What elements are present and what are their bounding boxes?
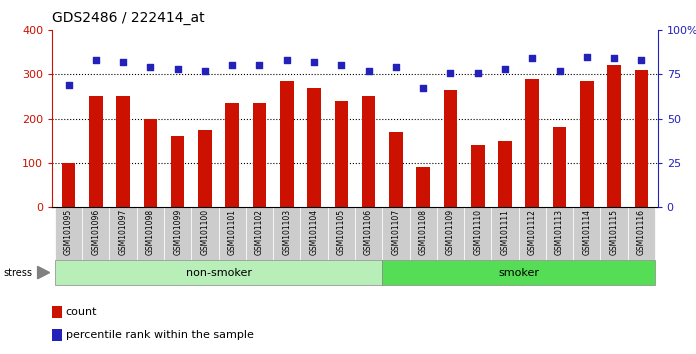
Point (90, 57, 102, 63)
Text: non-smoker: non-smoker (186, 268, 251, 278)
Bar (409, 207, 437, 260)
Text: GSM101106: GSM101106 (364, 209, 373, 255)
Text: GSM101111: GSM101111 (500, 209, 509, 255)
Bar (280, 81, 294, 207)
Bar (62, 163, 75, 207)
Point (145, 64, 156, 70)
Point (227, 63, 238, 68)
Text: GSM101101: GSM101101 (228, 209, 237, 255)
Bar (601, 207, 628, 260)
Bar (143, 119, 157, 207)
Bar (464, 207, 491, 260)
Text: GSM101110: GSM101110 (473, 209, 482, 255)
Bar (116, 96, 130, 207)
Point (172, 66, 183, 72)
Bar (328, 207, 355, 260)
Bar (355, 207, 382, 260)
Bar (307, 88, 321, 207)
Point (390, 64, 402, 70)
Text: GSM101116: GSM101116 (637, 209, 646, 255)
Bar (52, 306, 62, 318)
Point (554, 68, 565, 74)
Point (335, 63, 347, 68)
Point (254, 63, 265, 68)
Text: GSM101112: GSM101112 (528, 209, 537, 255)
Text: GSM101108: GSM101108 (419, 209, 427, 255)
Bar (553, 127, 567, 207)
Point (281, 57, 292, 63)
Bar (171, 136, 184, 207)
Bar (389, 132, 403, 207)
Bar (546, 207, 574, 260)
Bar (382, 207, 409, 260)
Bar (226, 103, 239, 207)
Bar (52, 329, 62, 341)
Polygon shape (38, 266, 49, 279)
Bar (89, 96, 102, 207)
Bar (191, 207, 219, 260)
Text: GSM101113: GSM101113 (555, 209, 564, 255)
Bar (437, 207, 464, 260)
Bar (382, 260, 655, 285)
Bar (55, 260, 382, 285)
Text: percentile rank within the sample: percentile rank within the sample (65, 330, 253, 340)
Text: GSM101107: GSM101107 (391, 209, 400, 255)
Bar (219, 207, 246, 260)
Text: GSM101109: GSM101109 (446, 209, 455, 255)
Point (199, 68, 210, 74)
Bar (82, 207, 109, 260)
Point (308, 59, 319, 65)
Bar (55, 207, 82, 260)
Bar (136, 207, 164, 260)
Text: GSM101098: GSM101098 (146, 209, 155, 255)
Bar (498, 141, 512, 207)
Bar (335, 101, 348, 207)
Point (118, 59, 129, 65)
Point (527, 56, 538, 61)
Bar (607, 65, 621, 207)
Bar (525, 79, 539, 207)
Bar (109, 207, 136, 260)
Text: count: count (65, 307, 97, 317)
Point (472, 70, 483, 75)
Text: stress: stress (3, 268, 33, 278)
Bar (580, 81, 594, 207)
Point (363, 68, 374, 74)
Bar (164, 207, 191, 260)
Bar (198, 130, 212, 207)
Text: GSM101114: GSM101114 (583, 209, 592, 255)
Text: GSM101099: GSM101099 (173, 209, 182, 255)
Text: GSM101100: GSM101100 (200, 209, 209, 255)
Bar (362, 96, 375, 207)
Text: smoker: smoker (498, 268, 539, 278)
Point (500, 66, 511, 72)
Point (445, 70, 456, 75)
Text: GSM101105: GSM101105 (337, 209, 346, 255)
Bar (471, 145, 484, 207)
Text: GSM101095: GSM101095 (64, 209, 73, 255)
Text: GSM101104: GSM101104 (310, 209, 319, 255)
Point (63, 82, 74, 88)
Bar (301, 207, 328, 260)
Bar (635, 70, 648, 207)
Bar (246, 207, 273, 260)
Text: GSM101097: GSM101097 (118, 209, 127, 255)
Text: GSM101096: GSM101096 (91, 209, 100, 255)
Bar (443, 90, 457, 207)
Bar (253, 103, 267, 207)
Bar (416, 167, 430, 207)
Text: GSM101102: GSM101102 (255, 209, 264, 255)
Text: GSM101115: GSM101115 (610, 209, 619, 255)
Bar (519, 207, 546, 260)
Point (635, 57, 647, 63)
Bar (273, 207, 301, 260)
Text: GDS2486 / 222414_at: GDS2486 / 222414_at (52, 11, 205, 25)
Bar (574, 207, 601, 260)
Point (581, 54, 592, 59)
Point (418, 86, 429, 91)
Bar (491, 207, 519, 260)
Point (608, 56, 619, 61)
Text: GSM101103: GSM101103 (283, 209, 291, 255)
Bar (628, 207, 655, 260)
